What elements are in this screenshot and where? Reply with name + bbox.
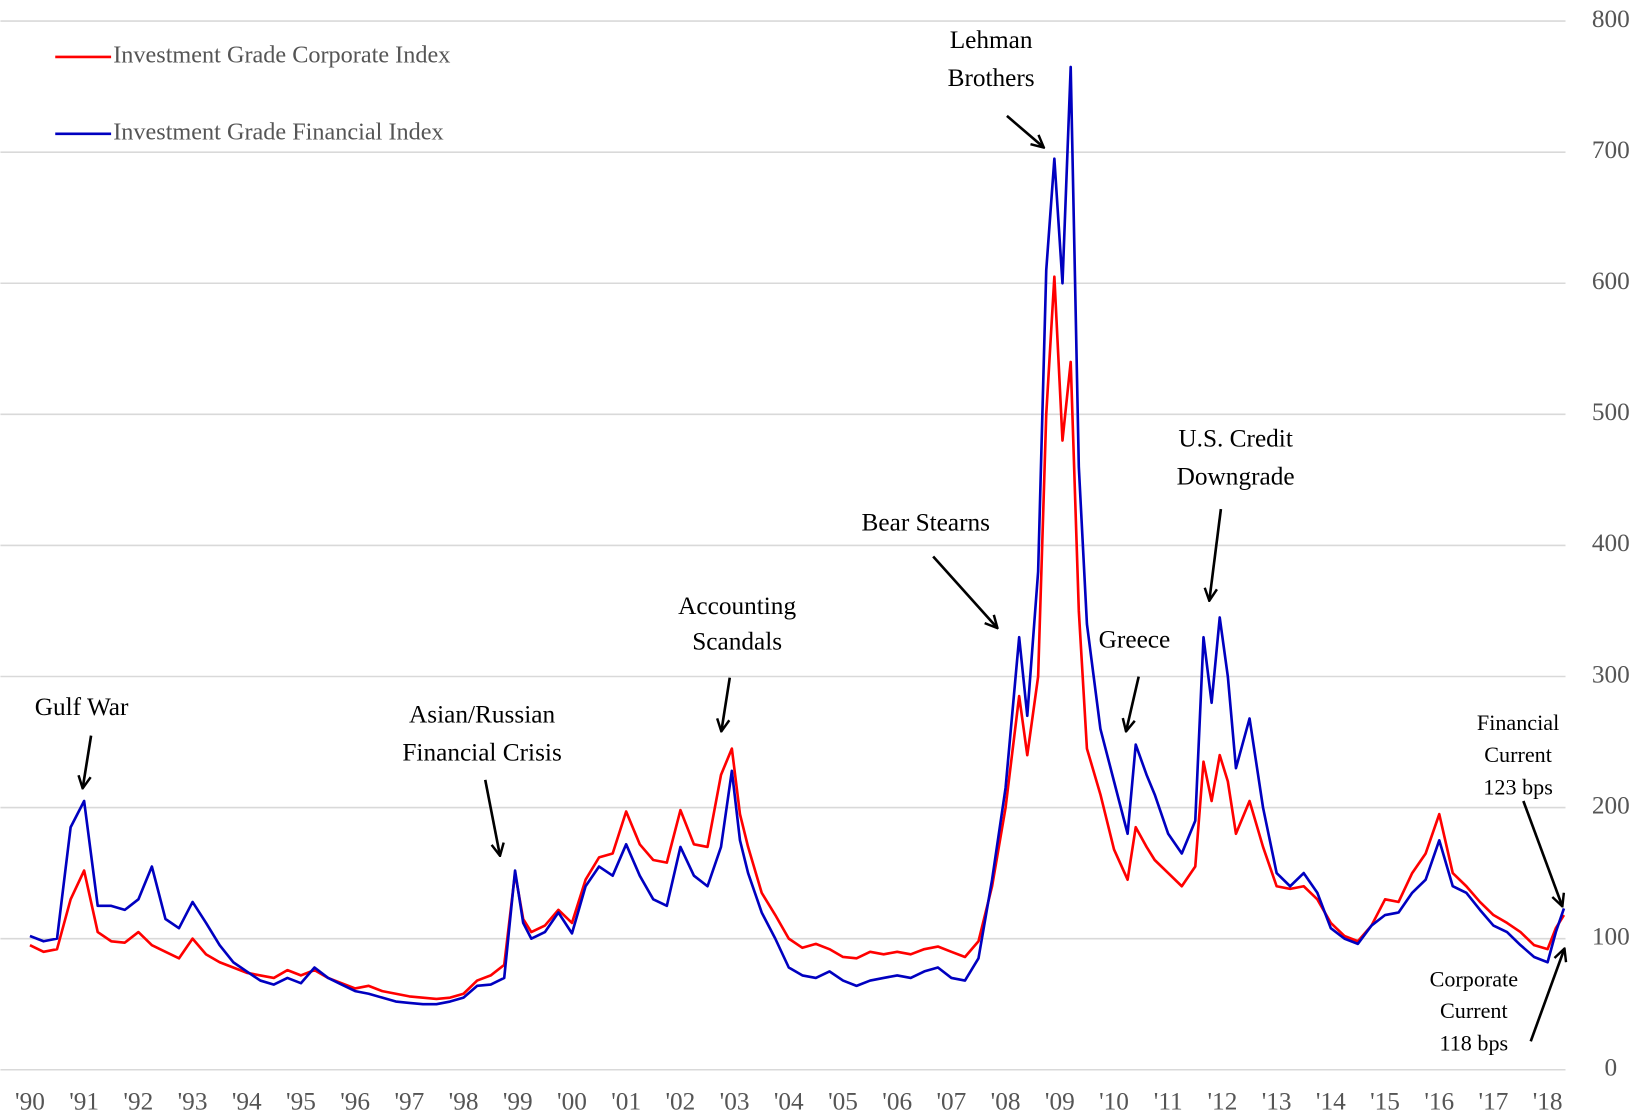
- x-tick-label: '91: [69, 1087, 99, 1114]
- annotation: Downgrade: [1177, 462, 1295, 490]
- arrow: [932, 555, 997, 628]
- x-tick-label: '98: [449, 1087, 479, 1114]
- x-tick-label: '18: [1533, 1087, 1563, 1114]
- legend-label: Investment Grade Financial Index: [113, 118, 443, 145]
- annotation: Greece: [1099, 626, 1171, 654]
- arrow: [483, 779, 500, 856]
- annotation: Gulf War: [35, 693, 129, 721]
- x-tick-label: '95: [286, 1087, 316, 1114]
- series-line: [29, 65, 1566, 1006]
- annotation: 123 bps: [1483, 774, 1552, 799]
- x-tick-label: '08: [991, 1087, 1021, 1114]
- x-tick-label: '94: [232, 1087, 262, 1114]
- x-tick-label: '11: [1154, 1087, 1183, 1114]
- annotation: 118 bps: [1440, 1031, 1509, 1056]
- arrow: [1209, 508, 1223, 601]
- annotation: U.S. Credit: [1178, 424, 1292, 452]
- legend-label: Investment Grade Corporate Index: [113, 41, 450, 68]
- annotation: Current: [1440, 998, 1508, 1023]
- x-tick-label: '10: [1099, 1087, 1129, 1114]
- x-tick-label: '07: [936, 1087, 966, 1114]
- x-tick-label: '99: [503, 1087, 533, 1114]
- y-tick-label: 600: [1592, 267, 1630, 295]
- annotation: Scandals: [692, 628, 782, 656]
- annotation: Asian/Russian: [409, 700, 555, 728]
- y-tick-label: 800: [1592, 5, 1630, 33]
- annotations: Gulf War Asian/Russian Financial Crisis …: [35, 26, 1560, 1056]
- annotation: Current: [1484, 742, 1552, 767]
- x-tick-label: '14: [1316, 1087, 1346, 1114]
- grid: 0 100 200 300 400 500 600 700 800 '90 '91 '92 '93 '94…: [0, 5, 1630, 1114]
- x-tick-label: '03: [720, 1087, 750, 1114]
- x-tick-label: '12: [1208, 1087, 1238, 1114]
- x-tick-label: '17: [1479, 1087, 1509, 1114]
- x-tick-label: '13: [1262, 1087, 1292, 1114]
- x-tick-label: '96: [340, 1087, 370, 1114]
- annotation: Accounting: [678, 592, 796, 620]
- arrow: [1522, 800, 1562, 906]
- annotation: Bear Stearns: [862, 509, 990, 537]
- x-tick-label: '04: [774, 1087, 804, 1114]
- x-tick-label: '16: [1424, 1087, 1454, 1114]
- x-tick-label: '05: [828, 1087, 858, 1114]
- annotation: Corporate: [1430, 966, 1519, 991]
- annotation: Financial: [1477, 710, 1559, 735]
- y-tick-label: 400: [1592, 529, 1630, 557]
- x-tick-label: '97: [394, 1087, 424, 1114]
- y-tick-label: 700: [1592, 136, 1630, 164]
- y-tick-label: 100: [1592, 922, 1630, 950]
- x-tick-label: '92: [123, 1087, 153, 1114]
- x-tick-label: '06: [882, 1087, 912, 1114]
- annotation: Lehman: [950, 26, 1033, 54]
- lines: [29, 65, 1566, 1006]
- x-tick-label: '00: [557, 1087, 587, 1114]
- arrow: [1529, 949, 1565, 1042]
- annotation: Financial Crisis: [402, 738, 561, 766]
- x-tick-label: '09: [1045, 1087, 1075, 1114]
- y-tick-label: 500: [1592, 398, 1630, 426]
- y-tick-label: 200: [1592, 791, 1630, 819]
- x-tick-label: '15: [1370, 1087, 1400, 1114]
- arrow: [83, 735, 93, 789]
- arrows: [83, 114, 1565, 1042]
- y-tick-label: 0: [1605, 1054, 1618, 1082]
- x-tick-label: '01: [611, 1087, 641, 1114]
- x-tick-label: '02: [665, 1087, 695, 1114]
- y-tick-label: 300: [1592, 660, 1630, 688]
- x-tick-label: '90: [15, 1087, 45, 1114]
- annotation: Brothers: [948, 64, 1035, 92]
- arrow: [1006, 114, 1044, 148]
- legend: Investment Grade Corporate Index Investme…: [55, 41, 450, 145]
- arrow: [1126, 676, 1140, 732]
- arrow: [721, 677, 732, 732]
- series-line: [29, 275, 1566, 1001]
- x-tick-label: '93: [178, 1087, 208, 1114]
